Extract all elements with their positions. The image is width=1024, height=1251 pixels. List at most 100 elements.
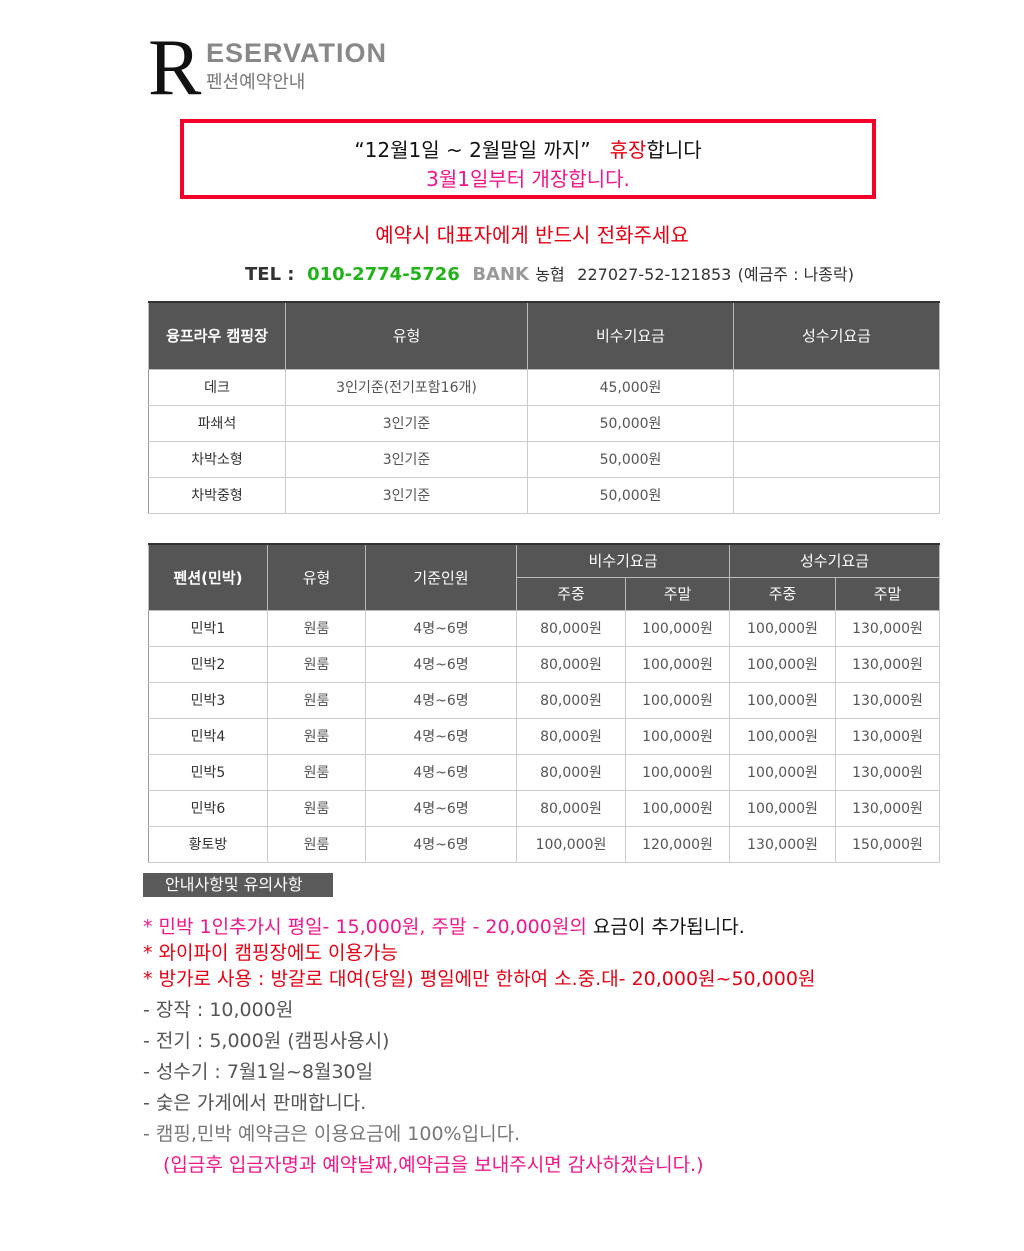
pension-header-name: 펜션(민박) [148,543,268,611]
row-name: 차박소형 [148,441,286,478]
table-row: 민박2 원룸 4명~6명 80,000원 100,000원 100,000원 130,000… [148,646,940,683]
table-cell: 50,000원 [527,441,734,478]
table-cell: 100,000원 [625,790,731,827]
table-cell: 100,000원 [516,826,626,863]
table-cell: 원룸 [267,826,366,863]
row-name: 파쇄석 [148,405,286,442]
table-cell: 4명~6명 [365,646,517,683]
table-cell [733,369,940,406]
table-row: 민박6 원룸 4명~6명 80,000원 100,000원 100,000원 130,000… [148,790,940,827]
guide-wifi: * 와이파이 캠핑장에도 이용가능 [143,942,398,964]
table-cell: 100,000원 [729,682,837,719]
account-holder: (예금주 : 나종락) [737,265,854,284]
guide-peak-season: - 성수기 : 7월1일~8월30일 [143,1061,374,1083]
reopen-text: 3월1일부터 개장합니다. [426,167,630,191]
call-note: 예약시 대표자에게 반드시 전화주세요 [375,223,689,247]
logo-letter: R [148,24,202,112]
pension-price-table: 펜션(민박) 유형 기준인원 비수기요금 성수기요금 주중 주말 주중 주말 민… [148,543,940,863]
table-cell [733,405,940,442]
closure-word: 휴장 [609,138,647,162]
camping-header-name: 융프라우 캠핑장 [148,301,286,370]
camping-price-table: 융프라우 캠핑장 유형 비수기요금 성수기요금 데크 3인기준(전기포함16개) 4… [148,301,940,514]
table-cell: 150,000원 [835,826,940,863]
table-cell: 4명~6명 [365,826,517,863]
table-cell: 80,000원 [516,718,626,755]
guide-deposit-note: (입금후 입금자명과 예약날짜,예약금을 보내주시면 감사하겠습니다.) [163,1154,704,1176]
table-cell: 4명~6명 [365,790,517,827]
table-cell: 원룸 [267,610,366,647]
row-name: 민박1 [148,610,268,647]
table-cell: 130,000원 [835,682,940,719]
table-cell: 50,000원 [527,405,734,442]
guide-extra-person-suffix: 요금이 추가됩니다. [586,916,745,938]
row-name: 데크 [148,369,286,406]
logo-subtitle: 펜션예약안내 [206,72,306,93]
table-row: 데크 3인기준(전기포함16개) 45,000원 [148,369,940,406]
pension-header-peak: 성수기요금 [729,543,940,578]
table-cell: 80,000원 [516,754,626,791]
pension-header-off: 비수기요금 [515,543,731,578]
guide-heading: 안내사항및 유의사항 [143,873,333,897]
table-cell: 100,000원 [729,718,837,755]
table-cell: 4명~6명 [365,754,517,791]
guide-firewood: - 장작 : 10,000원 [143,999,294,1021]
table-cell: 130,000원 [729,826,837,863]
table-cell: 80,000원 [516,646,626,683]
table-cell: 4명~6명 [365,718,517,755]
guide-bungalow: * 방가로 사용 : 방갈로 대여(당일) 평일에만 한하여 소.중.대- 20… [143,968,816,990]
row-name: 민박4 [148,718,268,755]
table-cell: 원룸 [267,682,366,719]
closure-period: “12월1일 ~ 2월말일 까지” [354,138,591,162]
guide-electricity: - 전기 : 5,000원 (캠핑사용시) [143,1030,390,1052]
off-weekend: 주말 [624,576,731,611]
table-cell: 45,000원 [527,369,734,406]
tel-number[interactable]: 010-2774-5726 [307,264,460,285]
table-cell: 80,000원 [516,790,626,827]
row-name: 민박2 [148,646,268,683]
pension-header-type: 유형 [267,543,366,611]
table-cell: 130,000원 [835,646,940,683]
table-cell: 50,000원 [527,477,734,514]
table-cell: 100,000원 [625,646,731,683]
table-cell: 4명~6명 [365,610,517,647]
guide-deposit: - 캠핑,민박 예약금은 이용요금에 100%입니다. [143,1123,521,1145]
account-number: 227027-52-121853 [577,265,732,284]
table-cell: 100,000원 [729,754,837,791]
table-cell: 130,000원 [835,610,940,647]
closure-notice: “12월1일 ~ 2월말일 까지” 휴장합니다 3월1일부터 개장합니다. [180,119,876,199]
table-cell: 3인기준 [285,405,528,442]
table-row: 민박1 원룸 4명~6명 80,000원 100,000원 100,000원 130,000… [148,610,940,647]
row-name: 민박5 [148,754,268,791]
table-cell: 80,000원 [516,682,626,719]
row-name: 차박중형 [148,477,286,514]
tel-label: TEL : [245,264,295,285]
bank-name: 농협 [535,265,565,284]
row-name: 황토방 [148,826,268,863]
bank-label: BANK [472,264,529,285]
camping-header-off: 비수기요금 [527,301,734,370]
table-cell: 원룸 [267,646,366,683]
table-row: 민박3 원룸 4명~6명 80,000원 100,000원 100,000원 130,000… [148,682,940,719]
table-cell: 130,000원 [835,718,940,755]
row-name: 민박3 [148,682,268,719]
peak-weekend: 주말 [835,576,940,611]
table-row: 황토방 원룸 4명~6명 100,000원 120,000원 130,000원 150,00… [148,826,940,863]
guide-extra-person: * 민박 1인추가시 평일- 15,000원, 주말 - 20,000원의 [143,916,587,938]
pension-header-capacity: 기준인원 [365,543,517,611]
table-row: 민박4 원룸 4명~6명 80,000원 100,000원 100,000원 130,000… [148,718,940,755]
table-cell: 100,000원 [729,646,837,683]
table-cell: 100,000원 [625,682,731,719]
table-cell: 130,000원 [835,754,940,791]
off-weekday: 주중 [516,576,626,611]
table-cell: 120,000원 [625,826,731,863]
table-cell: 100,000원 [729,610,837,647]
table-cell: 3인기준 [285,477,528,514]
table-row: 차박중형 3인기준 50,000원 [148,477,940,514]
table-cell [733,441,940,478]
contact-line: TEL : 010-2774-5726 BANK 농협 227027-52-12… [245,261,854,285]
table-cell: 100,000원 [729,790,837,827]
camping-header-peak: 성수기요금 [733,301,940,370]
closure-suffix: 합니다 [646,138,702,162]
table-cell: 100,000원 [625,610,731,647]
table-cell: 80,000원 [516,610,626,647]
